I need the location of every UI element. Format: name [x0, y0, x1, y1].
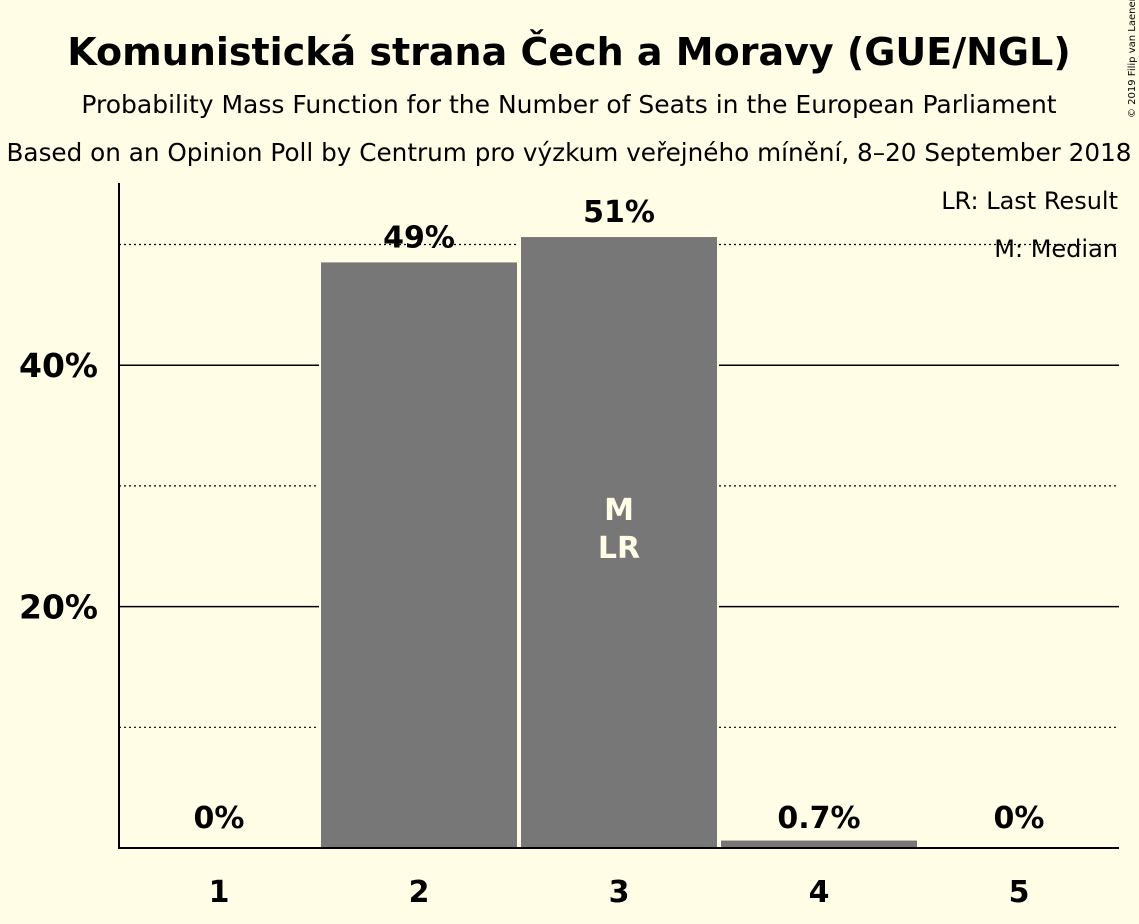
value-labels: 0% 49% 51% 0.7% 0% — [194, 195, 1045, 836]
chart-poll-source: Based on an Opinion Poll by Centrum pro … — [7, 138, 1132, 167]
last-result-marker: LR — [598, 531, 640, 566]
copyright-notice: © 2019 Filip van Laenen — [1127, 0, 1138, 118]
legend-last-result: LR: Last Result — [941, 187, 1118, 215]
chart-subtitle: Probability Mass Function for the Number… — [81, 90, 1056, 119]
legend: LR: Last Result M: Median — [941, 187, 1118, 263]
y-axis-tick-labels: 20% 40% — [19, 346, 98, 626]
x-tick-label: 1 — [209, 875, 230, 910]
y-tick-label: 40% — [19, 346, 98, 385]
legend-median: M: Median — [994, 235, 1118, 263]
y-tick-label: 20% — [19, 588, 98, 627]
bar-value-label: 0% — [194, 801, 245, 836]
bar-value-label: 0.7% — [777, 801, 860, 836]
x-tick-label: 3 — [609, 875, 630, 910]
chart-title: Komunistická strana Čech a Moravy (GUE/N… — [67, 30, 1070, 74]
x-tick-label: 2 — [409, 875, 430, 910]
x-axis-tick-labels: 1 2 3 4 5 — [209, 875, 1030, 910]
bar-seats-2 — [319, 260, 519, 849]
x-tick-label: 4 — [809, 875, 830, 910]
median-last-result-markers: MLR — [598, 493, 640, 566]
bar-value-label: 0% — [994, 801, 1045, 836]
median-marker: M — [604, 493, 634, 528]
x-tick-label: 5 — [1009, 875, 1030, 910]
bar-value-label: 51% — [583, 195, 655, 230]
bar-seats-4 — [719, 838, 919, 850]
bar-value-label: 49% — [383, 220, 455, 255]
bar-seats-3 — [519, 235, 719, 849]
